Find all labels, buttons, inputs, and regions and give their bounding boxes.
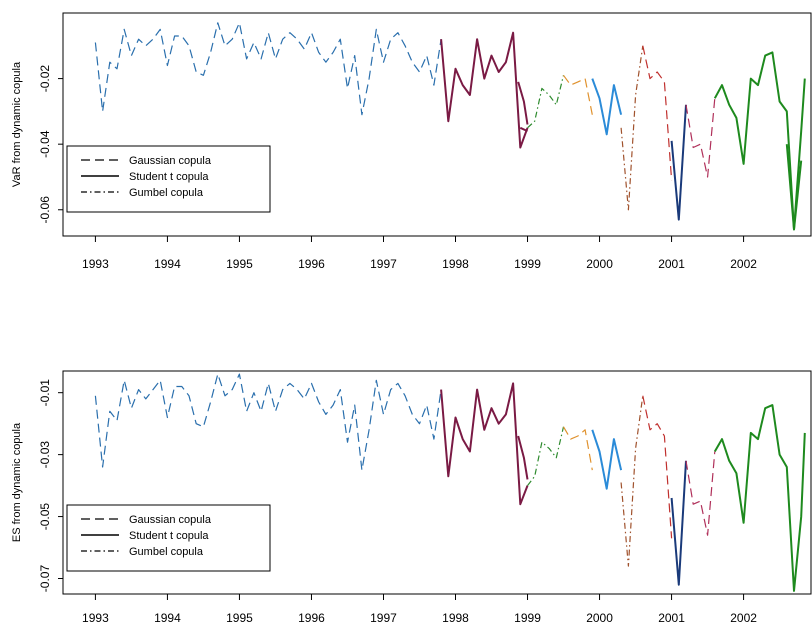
- series-line-student-t-2: [440, 382, 529, 506]
- x-tick-label: 2000: [586, 257, 613, 271]
- x-tick-label: 2002: [730, 611, 757, 625]
- series-line-student-t-11: [713, 404, 806, 592]
- chart-panel-1: -0.02 -0.04 -0.06 1993 1994 1995 1996 1997 1998 1…: [11, 12, 812, 271]
- series-line-student-t-13: [785, 78, 806, 231]
- chart-panel-2: -0.01 -0.03 -0.05 -0.07 1993 1994 1995 1996 1997…: [11, 370, 812, 625]
- series-line-student-t-7: [591, 78, 623, 136]
- x-tick-label: 1998: [442, 257, 469, 271]
- legend: Gaussian copula Student t copula Gumbel co…: [66, 145, 271, 213]
- series-line-gaussian-9: [642, 45, 673, 181]
- x-tick-label: 1998: [442, 611, 469, 625]
- legend-entry-label: Gumbel copula: [129, 187, 204, 199]
- series-line-student-t-12: [713, 51, 803, 231]
- y-tick-label: -0.01: [38, 379, 52, 407]
- x-tick-label: 1997: [370, 611, 397, 625]
- x-tick-label: 1995: [226, 611, 253, 625]
- y-tick-label: -0.06: [38, 196, 52, 224]
- legend-entry-label: Gaussian copula: [129, 155, 212, 167]
- series-line-student-t-2: [440, 31, 529, 149]
- series-line-gaussian-1: [94, 22, 442, 116]
- legend-box: [66, 145, 271, 213]
- x-tick-label: 1995: [226, 257, 253, 271]
- legend-entry-label: Student t copula: [129, 171, 209, 183]
- x-tick-label: 1996: [298, 611, 325, 625]
- y-tick-label: -0.03: [38, 441, 52, 469]
- x-tick-label: 1993: [82, 257, 109, 271]
- series-line-student-t-4: [517, 81, 529, 125]
- series-line-student-t-9: [670, 460, 687, 586]
- series-line-student-t-10: [670, 104, 687, 221]
- x-tick-label: 2000: [586, 611, 613, 625]
- legend-box: [66, 504, 271, 572]
- x-tick-label: 1999: [514, 611, 541, 625]
- plot-frame: [62, 370, 812, 595]
- y-tick-label: -0.02: [38, 65, 52, 93]
- x-tick-label: 2001: [658, 611, 685, 625]
- legend-entry-label: Gaussian copula: [129, 514, 212, 526]
- y-axis-label: ES from dynamic copula: [11, 422, 23, 542]
- series-line-gumbel-8: [620, 45, 644, 211]
- x-tick-label: 1999: [514, 257, 541, 271]
- series-line-student-t-3: [519, 126, 528, 133]
- series-line-student-t-3: [517, 435, 529, 480]
- x-tick-label: 2001: [658, 257, 685, 271]
- y-tick-label: -0.04: [38, 130, 52, 158]
- series-line-gumbel-7: [620, 395, 644, 567]
- series-line-gaussian-8: [642, 395, 673, 539]
- plot-frame: [62, 12, 812, 237]
- x-tick-label: 1996: [298, 257, 325, 271]
- y-tick-label: -0.05: [38, 503, 52, 531]
- series-line-gaussian-6: [563, 74, 593, 115]
- x-tick-label: 1994: [154, 611, 181, 625]
- legend-entry-label: Gumbel copula: [129, 546, 204, 558]
- legend-entry-label: Student t copula: [129, 530, 209, 542]
- y-axis-label: VaR from dynamic copula: [11, 61, 23, 187]
- series-line-student-t-6: [591, 429, 623, 490]
- x-tick-label: 1993: [82, 611, 109, 625]
- series-line-gaussian-10: [685, 451, 716, 536]
- series-line-gaussian-5: [562, 426, 593, 471]
- y-tick-label: -0.07: [38, 565, 52, 593]
- series-line-gumbel-5: [527, 75, 565, 129]
- series-line-gaussian-11: [685, 98, 716, 178]
- series-line-gumbel-4: [527, 426, 565, 486]
- legend: Gaussian copula Student t copula Gumbel co…: [66, 504, 271, 572]
- x-tick-label: 2002: [730, 257, 757, 271]
- x-tick-label: 1997: [370, 257, 397, 271]
- x-tick-label: 1994: [154, 257, 181, 271]
- series-line-gaussian-1: [94, 373, 442, 471]
